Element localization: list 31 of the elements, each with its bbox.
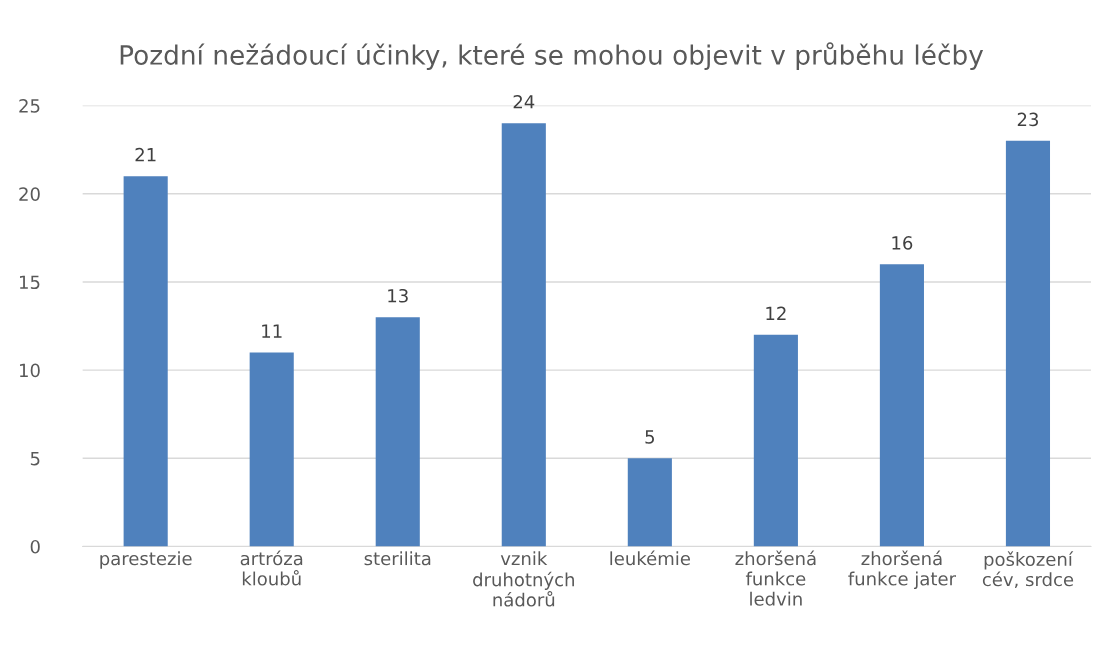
data-label: 13: [388, 288, 408, 303]
bar: [1005, 140, 1051, 547]
y-tick-label: 0: [30, 539, 40, 554]
x-tick-label: artróza kloubů: [240, 550, 303, 586]
data-label: 23: [1017, 112, 1038, 127]
data-label: 5: [645, 430, 654, 444]
data-label: 12: [766, 306, 786, 320]
bar: [249, 352, 294, 547]
x-tick-label: vznik druhotných nádorů: [473, 551, 574, 607]
x-tick-label: leukémie: [610, 550, 690, 566]
bar: [627, 458, 672, 547]
y-tick-label: 10: [19, 363, 40, 378]
data-label: 24: [513, 94, 535, 109]
x-tick-label: sterilita: [364, 551, 431, 566]
bar: [879, 264, 924, 547]
y-tick-label: 5: [30, 452, 40, 466]
x-tick-label: parestezie: [100, 551, 192, 569]
data-label: 16: [892, 236, 913, 250]
bar: [123, 176, 168, 547]
y-tick-label: 25: [19, 99, 40, 113]
data-label: 11: [262, 324, 282, 338]
y-tick-label: 15: [19, 275, 40, 290]
x-tick-label: zhoršená funkce ledvin: [735, 550, 816, 606]
data-label: 21: [135, 147, 156, 162]
x-tick-label: zhoršená funkce jater: [848, 550, 956, 590]
x-tick-label: poškození cév, srdce: [982, 551, 1074, 589]
chart-title: Pozdní nežádoucí účinky, které se mohou objevit v průběhu léčby: [120, 42, 984, 71]
bar: [753, 334, 798, 547]
bar: [375, 317, 420, 547]
bar: [501, 123, 546, 547]
y-tick-label: 20: [19, 187, 40, 201]
